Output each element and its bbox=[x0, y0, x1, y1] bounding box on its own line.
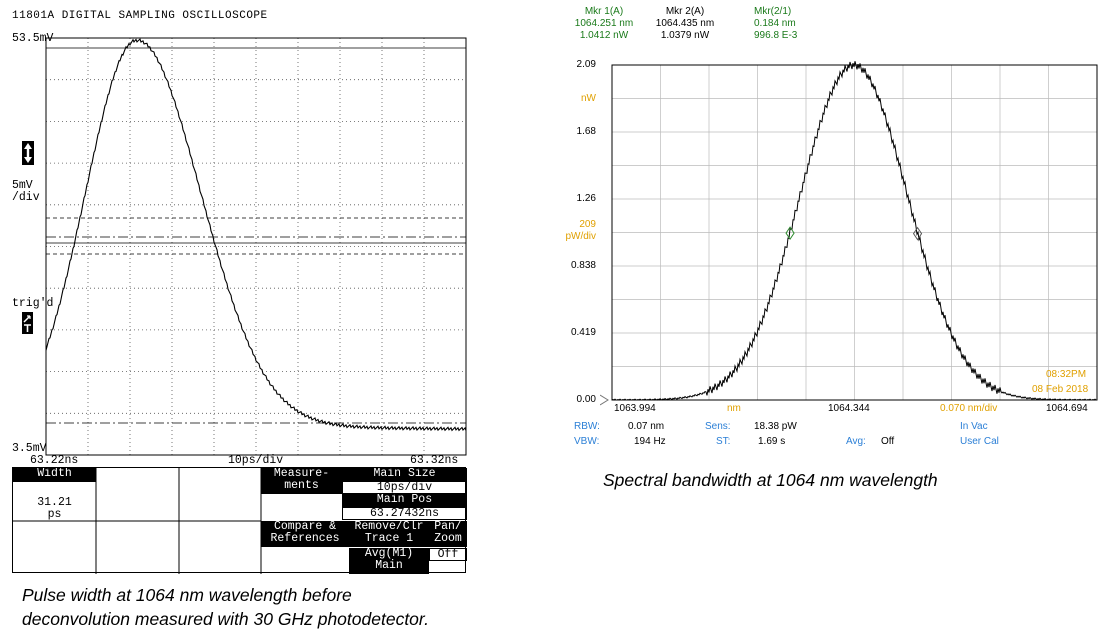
st-label: ST: bbox=[716, 436, 731, 447]
left-caption-line2: deconvolution measured with 30 GHz photo… bbox=[22, 609, 429, 629]
pulse-trace bbox=[45, 38, 467, 432]
y-scale-label-div: /div bbox=[12, 191, 40, 204]
measurements-line1: Measure- bbox=[273, 468, 330, 480]
sens-value: 18.38 pW bbox=[754, 421, 797, 432]
user-cal-label: User Cal bbox=[960, 436, 999, 447]
x-span-label: 0.070 nm/div bbox=[940, 403, 998, 414]
marker1-diamond bbox=[785, 226, 795, 241]
avg-state[interactable]: Off bbox=[429, 548, 467, 561]
pan-line1: Pan/ bbox=[434, 521, 462, 533]
width-value: 31.21 bbox=[37, 497, 72, 509]
marker2-power: 1.0379 nW bbox=[660, 30, 710, 41]
measurements-button[interactable]: Measure- ments bbox=[261, 468, 342, 494]
measurements-line2: ments bbox=[284, 479, 319, 492]
y-label-1: 1.68 bbox=[576, 126, 596, 137]
x-unit-label: nm bbox=[727, 403, 741, 414]
ratio-title: Mkr(2/1) bbox=[754, 6, 792, 17]
reference-arrow-icon bbox=[600, 394, 609, 406]
timestamp-date: 08 Feb 2018 bbox=[1032, 384, 1089, 395]
avg-line1: Avg(M1) bbox=[364, 548, 414, 560]
ratio-value: 996.8 E-3 bbox=[754, 30, 798, 41]
main-size-value: 10ps/div bbox=[342, 481, 467, 494]
marker2-readout: Mkr 2(A) 1064.435 nm 1.0379 nW bbox=[650, 6, 720, 42]
remove-line2: Trace 1 bbox=[364, 532, 414, 545]
trigger-icon[interactable] bbox=[22, 312, 33, 334]
ratio-delta: 0.184 nm bbox=[754, 18, 796, 29]
compare-line1: Compare & bbox=[273, 521, 337, 533]
marker1-power: 1.0412 nW bbox=[579, 30, 629, 41]
st-value: 1.69 s bbox=[758, 436, 786, 447]
y-unit-label: nW bbox=[581, 93, 596, 104]
timestamp-time: 08:32PM bbox=[1046, 369, 1087, 380]
spectrum-plot bbox=[600, 61, 1098, 406]
avg-value: Off bbox=[881, 436, 895, 447]
pan-line2: Zoom bbox=[434, 532, 462, 545]
main-size-button[interactable]: Main Size bbox=[342, 468, 467, 481]
marker2-title: Mkr 2(A) bbox=[665, 6, 705, 17]
y-bottom-label: 3.5mV bbox=[12, 442, 47, 455]
y-label-4: 0.419 bbox=[570, 327, 596, 338]
y-scale-label: 5mV bbox=[12, 179, 33, 192]
in-vac-label: In Vac bbox=[960, 421, 988, 432]
y-top-label: 53.5mV bbox=[12, 32, 54, 45]
x-right-label: 63.32ns bbox=[410, 454, 459, 467]
width-label[interactable]: Width bbox=[13, 468, 96, 482]
vbw-label: VBW: bbox=[574, 436, 600, 447]
avg-line2: Main bbox=[375, 559, 403, 572]
spectrum-trace bbox=[611, 61, 1097, 401]
y-label-2: 1.26 bbox=[576, 193, 596, 204]
pan-zoom-button[interactable]: Pan/ Zoom bbox=[429, 521, 467, 547]
vertical-arrow-icon[interactable] bbox=[22, 141, 34, 165]
avg-label: Avg: bbox=[846, 436, 866, 447]
y-label-3: 0.838 bbox=[570, 260, 596, 271]
x-left-label: 63.22ns bbox=[30, 454, 79, 467]
x-center-label: 1064.344 bbox=[828, 403, 870, 414]
x-stop-label: 1064.694 bbox=[1046, 403, 1088, 414]
x-start-label: 1063.994 bbox=[614, 403, 656, 414]
marker2-diamond bbox=[912, 226, 923, 241]
y-label-top: 2.09 bbox=[576, 59, 596, 70]
width-unit: ps bbox=[47, 509, 62, 521]
rbw-value: 0.07 nm bbox=[628, 421, 665, 432]
marker1-wavelength: 1064.251 nm bbox=[574, 18, 634, 29]
avg-m1-button[interactable]: Avg(M1) Main bbox=[349, 548, 429, 574]
sens-label: Sens: bbox=[705, 421, 731, 432]
measurement-panel: Width 31.21 ps Measure- ments Main Size … bbox=[12, 467, 467, 574]
oscilloscope-graticule bbox=[45, 37, 467, 456]
marker1-title: Mkr 1(A) bbox=[584, 6, 624, 17]
main-pos-button[interactable]: Main Pos bbox=[342, 494, 467, 507]
vbw-value: 194 Hz bbox=[634, 436, 666, 447]
remove-clear-trace-button[interactable]: Remove/Clr Trace 1 bbox=[349, 521, 429, 547]
trig-label: trig'd bbox=[12, 297, 54, 310]
x-center-label: 10ps/div bbox=[228, 454, 284, 467]
right-caption: Spectral bandwidth at 1064 nm wavelength bbox=[603, 470, 938, 490]
compare-line2: References bbox=[270, 532, 340, 545]
compare-references-button[interactable]: Compare & References bbox=[261, 521, 349, 547]
marker2-wavelength: 1064.435 nm bbox=[655, 18, 715, 29]
oscilloscope-title: 11801A DIGITAL SAMPLING OSCILLOSCOPE bbox=[12, 10, 268, 22]
y-scale-bottom: pW/div bbox=[565, 231, 596, 242]
marker1-readout: Mkr 1(A) 1064.251 nm 1.0412 nW bbox=[574, 6, 634, 42]
y-label-bottom: 0.00 bbox=[576, 394, 596, 405]
main-pos-value: 63.27432ns bbox=[342, 507, 467, 520]
remove-line1: Remove/Clr bbox=[354, 521, 424, 533]
left-caption-line1: Pulse width at 1064 nm wavelength before bbox=[22, 585, 352, 605]
y-scale-top: 209 bbox=[579, 219, 596, 230]
marker-ratio-readout: Mkr(2/1) 0.184 nm 996.8 E-3 bbox=[754, 6, 824, 42]
rbw-label: RBW: bbox=[574, 421, 600, 432]
